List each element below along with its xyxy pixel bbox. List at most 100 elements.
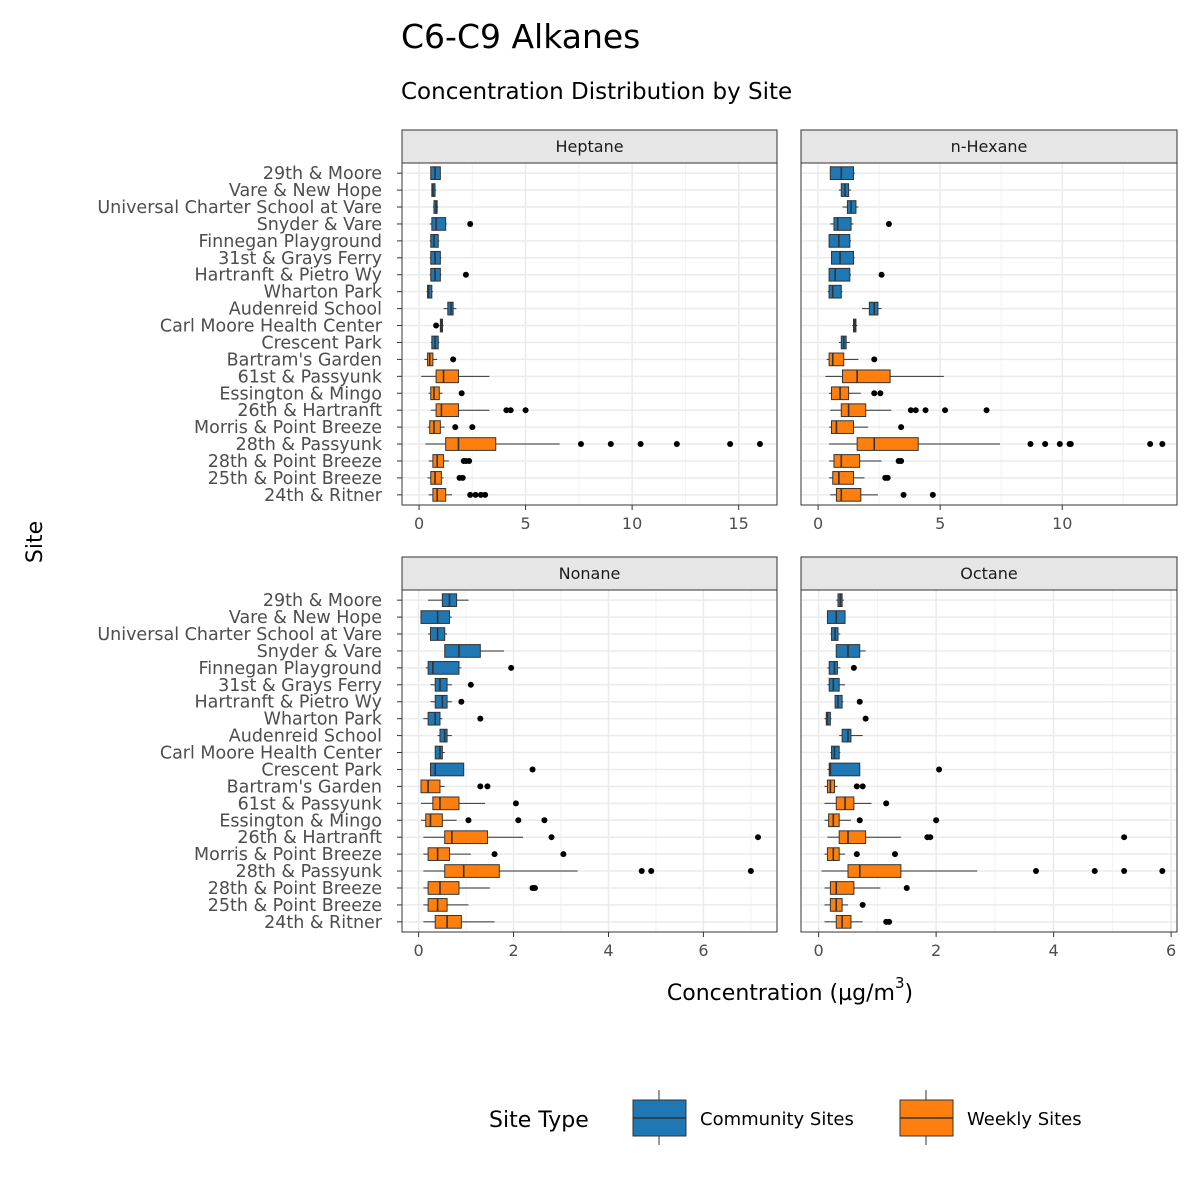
box-n-hexane-audenreid-school xyxy=(862,301,882,316)
box-iqr xyxy=(831,250,854,265)
x-axis-title-superscript: 3 xyxy=(895,974,905,992)
site-label: 28th & Point Breeze xyxy=(208,452,382,472)
box-n-hexane-bartram-s-garden xyxy=(826,352,878,367)
outlier-point xyxy=(512,800,519,807)
box-octane-essington-mingo xyxy=(824,813,940,828)
x-tick-label: 2 xyxy=(931,941,941,960)
box-nonane-universal-charter-school-at-vare xyxy=(428,627,448,641)
outlier-point xyxy=(469,424,476,431)
outlier-point xyxy=(850,664,857,671)
site-label: 31st & Grays Ferry xyxy=(218,676,382,696)
outlier-point xyxy=(1056,441,1063,448)
outlier-point xyxy=(477,783,484,790)
box-iqr xyxy=(831,420,854,434)
chart-subtitle: Concentration Distribution by Site xyxy=(401,79,792,105)
outlier-point xyxy=(477,715,484,722)
box-iqr xyxy=(432,454,445,468)
site-label: Hartranft & Pietro Wy xyxy=(194,266,382,286)
box-n-hexane-24th-ritner xyxy=(830,487,936,502)
box-nonane-crescent-park xyxy=(429,762,536,777)
box-n-hexane-hartranft-pietro-wy xyxy=(828,267,885,282)
box-iqr xyxy=(835,487,862,502)
outlier-point xyxy=(462,271,469,278)
site-label: Finnegan Playground xyxy=(198,659,382,679)
outlier-point xyxy=(853,783,860,790)
box-nonane-carl-moore-health-center xyxy=(434,745,445,760)
x-tick-label: 6 xyxy=(1166,941,1176,960)
x-tick-label: 6 xyxy=(698,941,708,960)
box-n-hexane-crescent-park xyxy=(838,335,850,350)
box-n-hexane-25th-point-breeze xyxy=(829,471,891,485)
box-iqr xyxy=(833,454,861,468)
box-n-hexane-29th-moore xyxy=(829,166,855,181)
panel-strip-octane xyxy=(800,556,1178,591)
site-label: Snyder & Vare xyxy=(257,215,382,235)
outlier-point xyxy=(465,817,472,824)
outlier-point xyxy=(484,783,491,790)
box-iqr xyxy=(434,914,462,929)
box-n-hexane-finnegan-playground xyxy=(828,234,852,248)
outlier-point xyxy=(859,901,866,908)
box-heptane-24th-ritner xyxy=(428,487,489,502)
box-octane-24th-ritner xyxy=(824,914,893,929)
x-tick-label: 0 xyxy=(813,514,823,533)
site-label: 29th & Moore xyxy=(263,591,382,611)
site-label: Essington & Mingo xyxy=(219,811,382,831)
box-nonane-hartranft-pietro-wy xyxy=(430,694,465,709)
outlier-point xyxy=(1027,441,1034,448)
outlier-point xyxy=(508,664,515,671)
box-octane-crescent-park xyxy=(827,762,943,777)
box-iqr xyxy=(847,864,902,878)
panel-border-nonane xyxy=(401,589,778,933)
box-n-hexane-28th-passyunk xyxy=(829,437,1166,451)
x-axis-title-main: Concentration (µg/m xyxy=(667,981,895,1006)
box-octane-bartram-s-garden xyxy=(824,779,866,794)
outlier-point xyxy=(522,407,529,414)
site-label: Bartram's Garden xyxy=(227,350,382,370)
outlier-point xyxy=(929,491,936,498)
outlier-point xyxy=(898,424,905,431)
box-octane-finnegan-playground xyxy=(827,661,857,675)
chart-title: C6-C9 Alkanes xyxy=(401,17,640,56)
outlier-point xyxy=(507,407,514,414)
panel-background-n-hexane xyxy=(801,163,1177,505)
box-octane-carl-moore-health-center xyxy=(830,745,841,760)
box-heptane-carl-moore-health-center xyxy=(433,318,444,333)
outlier-point xyxy=(577,441,584,448)
outlier-point xyxy=(859,783,866,790)
outlier-point xyxy=(503,407,510,414)
box-iqr xyxy=(444,864,500,878)
panel-strip-label-octane: Octane xyxy=(960,564,1017,583)
box-iqr xyxy=(828,352,845,367)
outlier-point xyxy=(541,817,548,824)
box-iqr xyxy=(856,437,919,451)
outlier-point xyxy=(637,441,644,448)
site-label: 28th & Point Breeze xyxy=(208,879,382,899)
x-tick-label: 10 xyxy=(1052,514,1072,533)
site-label: 24th & Ritner xyxy=(264,913,383,933)
box-nonane-28th-point-breeze xyxy=(423,881,538,895)
panel-background-octane xyxy=(801,590,1177,932)
box-octane-universal-charter-school-at-vare xyxy=(830,627,841,641)
box-iqr xyxy=(427,711,441,726)
box-heptane-28th-passyunk xyxy=(425,437,763,451)
box-nonane-wharton-park xyxy=(423,711,484,726)
panel-strip-heptane xyxy=(401,129,778,164)
site-label: 25th & Point Breeze xyxy=(208,469,382,489)
box-iqr xyxy=(825,711,831,726)
outlier-point xyxy=(853,851,860,858)
box-n-hexane-carl-moore-health-center xyxy=(852,318,858,333)
site-label: Audenreid School xyxy=(229,727,382,747)
box-nonane-31st-grays-ferry xyxy=(430,677,474,692)
outlier-point xyxy=(747,868,754,875)
outlier-point xyxy=(515,817,522,824)
outlier-point xyxy=(878,271,885,278)
box-nonane-finnegan-playground xyxy=(425,661,515,675)
legend-key-community-sites xyxy=(632,1090,687,1145)
box-heptane-wharton-park xyxy=(426,284,433,299)
outlier-point xyxy=(458,390,465,397)
legend: Site Type Community Sites Weekly Sites xyxy=(489,1090,1082,1145)
box-iqr xyxy=(429,762,465,777)
